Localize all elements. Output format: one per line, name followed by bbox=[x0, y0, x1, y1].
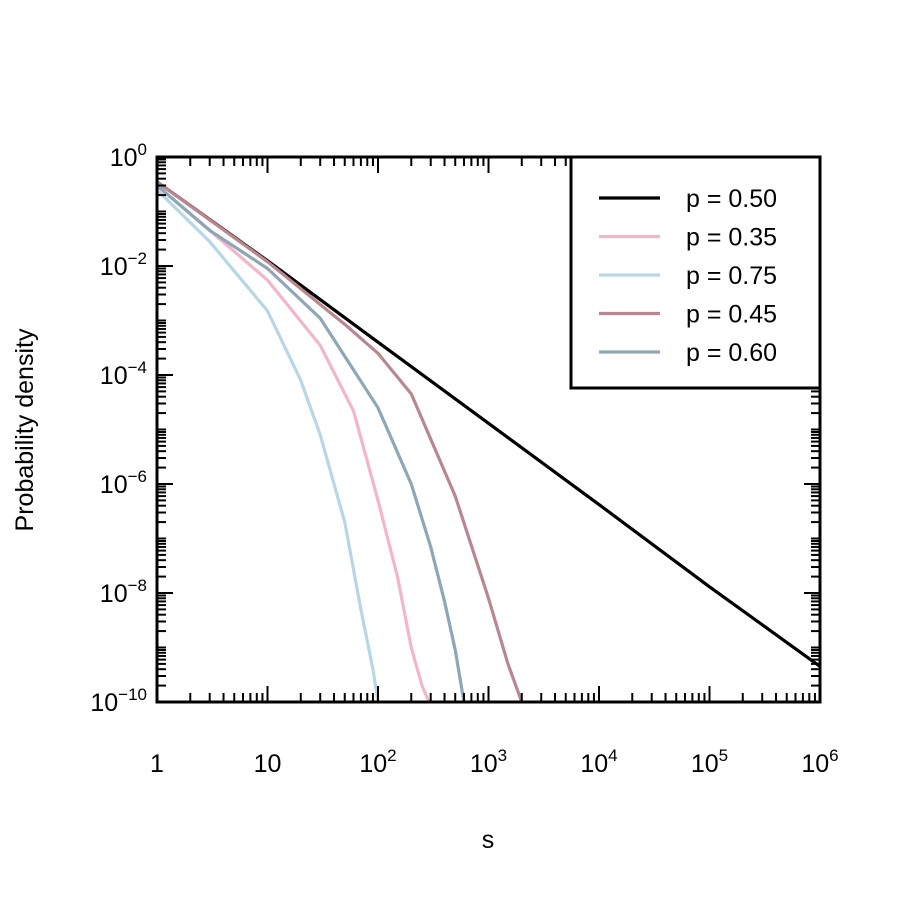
y-tick-label-3: 10−6 bbox=[100, 467, 147, 499]
legend-label-0: p = 0.50 bbox=[686, 185, 777, 213]
plot-frame bbox=[155, 155, 822, 704]
series-line-4 bbox=[155, 184, 466, 703]
y-tick-labels: 100 10−2 10−4 10−6 10−8 10−10 bbox=[90, 140, 147, 717]
series-lines bbox=[155, 180, 821, 703]
x-tick-label-1: 10 bbox=[254, 750, 282, 778]
y-axis-title: Probability density bbox=[11, 328, 39, 531]
x-axis-title: s bbox=[482, 826, 495, 854]
legend-label-4: p = 0.60 bbox=[686, 339, 777, 367]
x-tick-label-2: 102 bbox=[359, 746, 396, 778]
legend-box bbox=[569, 155, 822, 390]
y-tick-label-2: 10−4 bbox=[100, 358, 147, 390]
x-tick-label-6: 106 bbox=[801, 746, 838, 778]
x-tick-label-0: 1 bbox=[150, 750, 164, 778]
x-tick-labels: 1 10 102 103 104 105 106 bbox=[150, 746, 839, 778]
y-tick-label-1: 10−2 bbox=[100, 249, 147, 281]
legend-label-1: p = 0.35 bbox=[686, 224, 777, 252]
x-tick-label-4: 104 bbox=[580, 746, 617, 778]
legend-label-2: p = 0.75 bbox=[686, 262, 777, 290]
legend: p = 0.50 p = 0.35 p = 0.75 p = 0.45 p = 0.60 bbox=[569, 155, 822, 390]
y-tick-label-0: 100 bbox=[110, 140, 147, 172]
series-line-3 bbox=[156, 180, 524, 703]
series-line-2 bbox=[155, 188, 380, 703]
series-line-1 bbox=[155, 184, 431, 703]
x-tick-label-5: 105 bbox=[691, 746, 728, 778]
x-tick-label-3: 103 bbox=[470, 746, 507, 778]
y-tick-label-5: 10−10 bbox=[90, 685, 147, 717]
y-tick-label-4: 10−8 bbox=[100, 576, 147, 608]
legend-label-3: p = 0.45 bbox=[686, 301, 777, 329]
